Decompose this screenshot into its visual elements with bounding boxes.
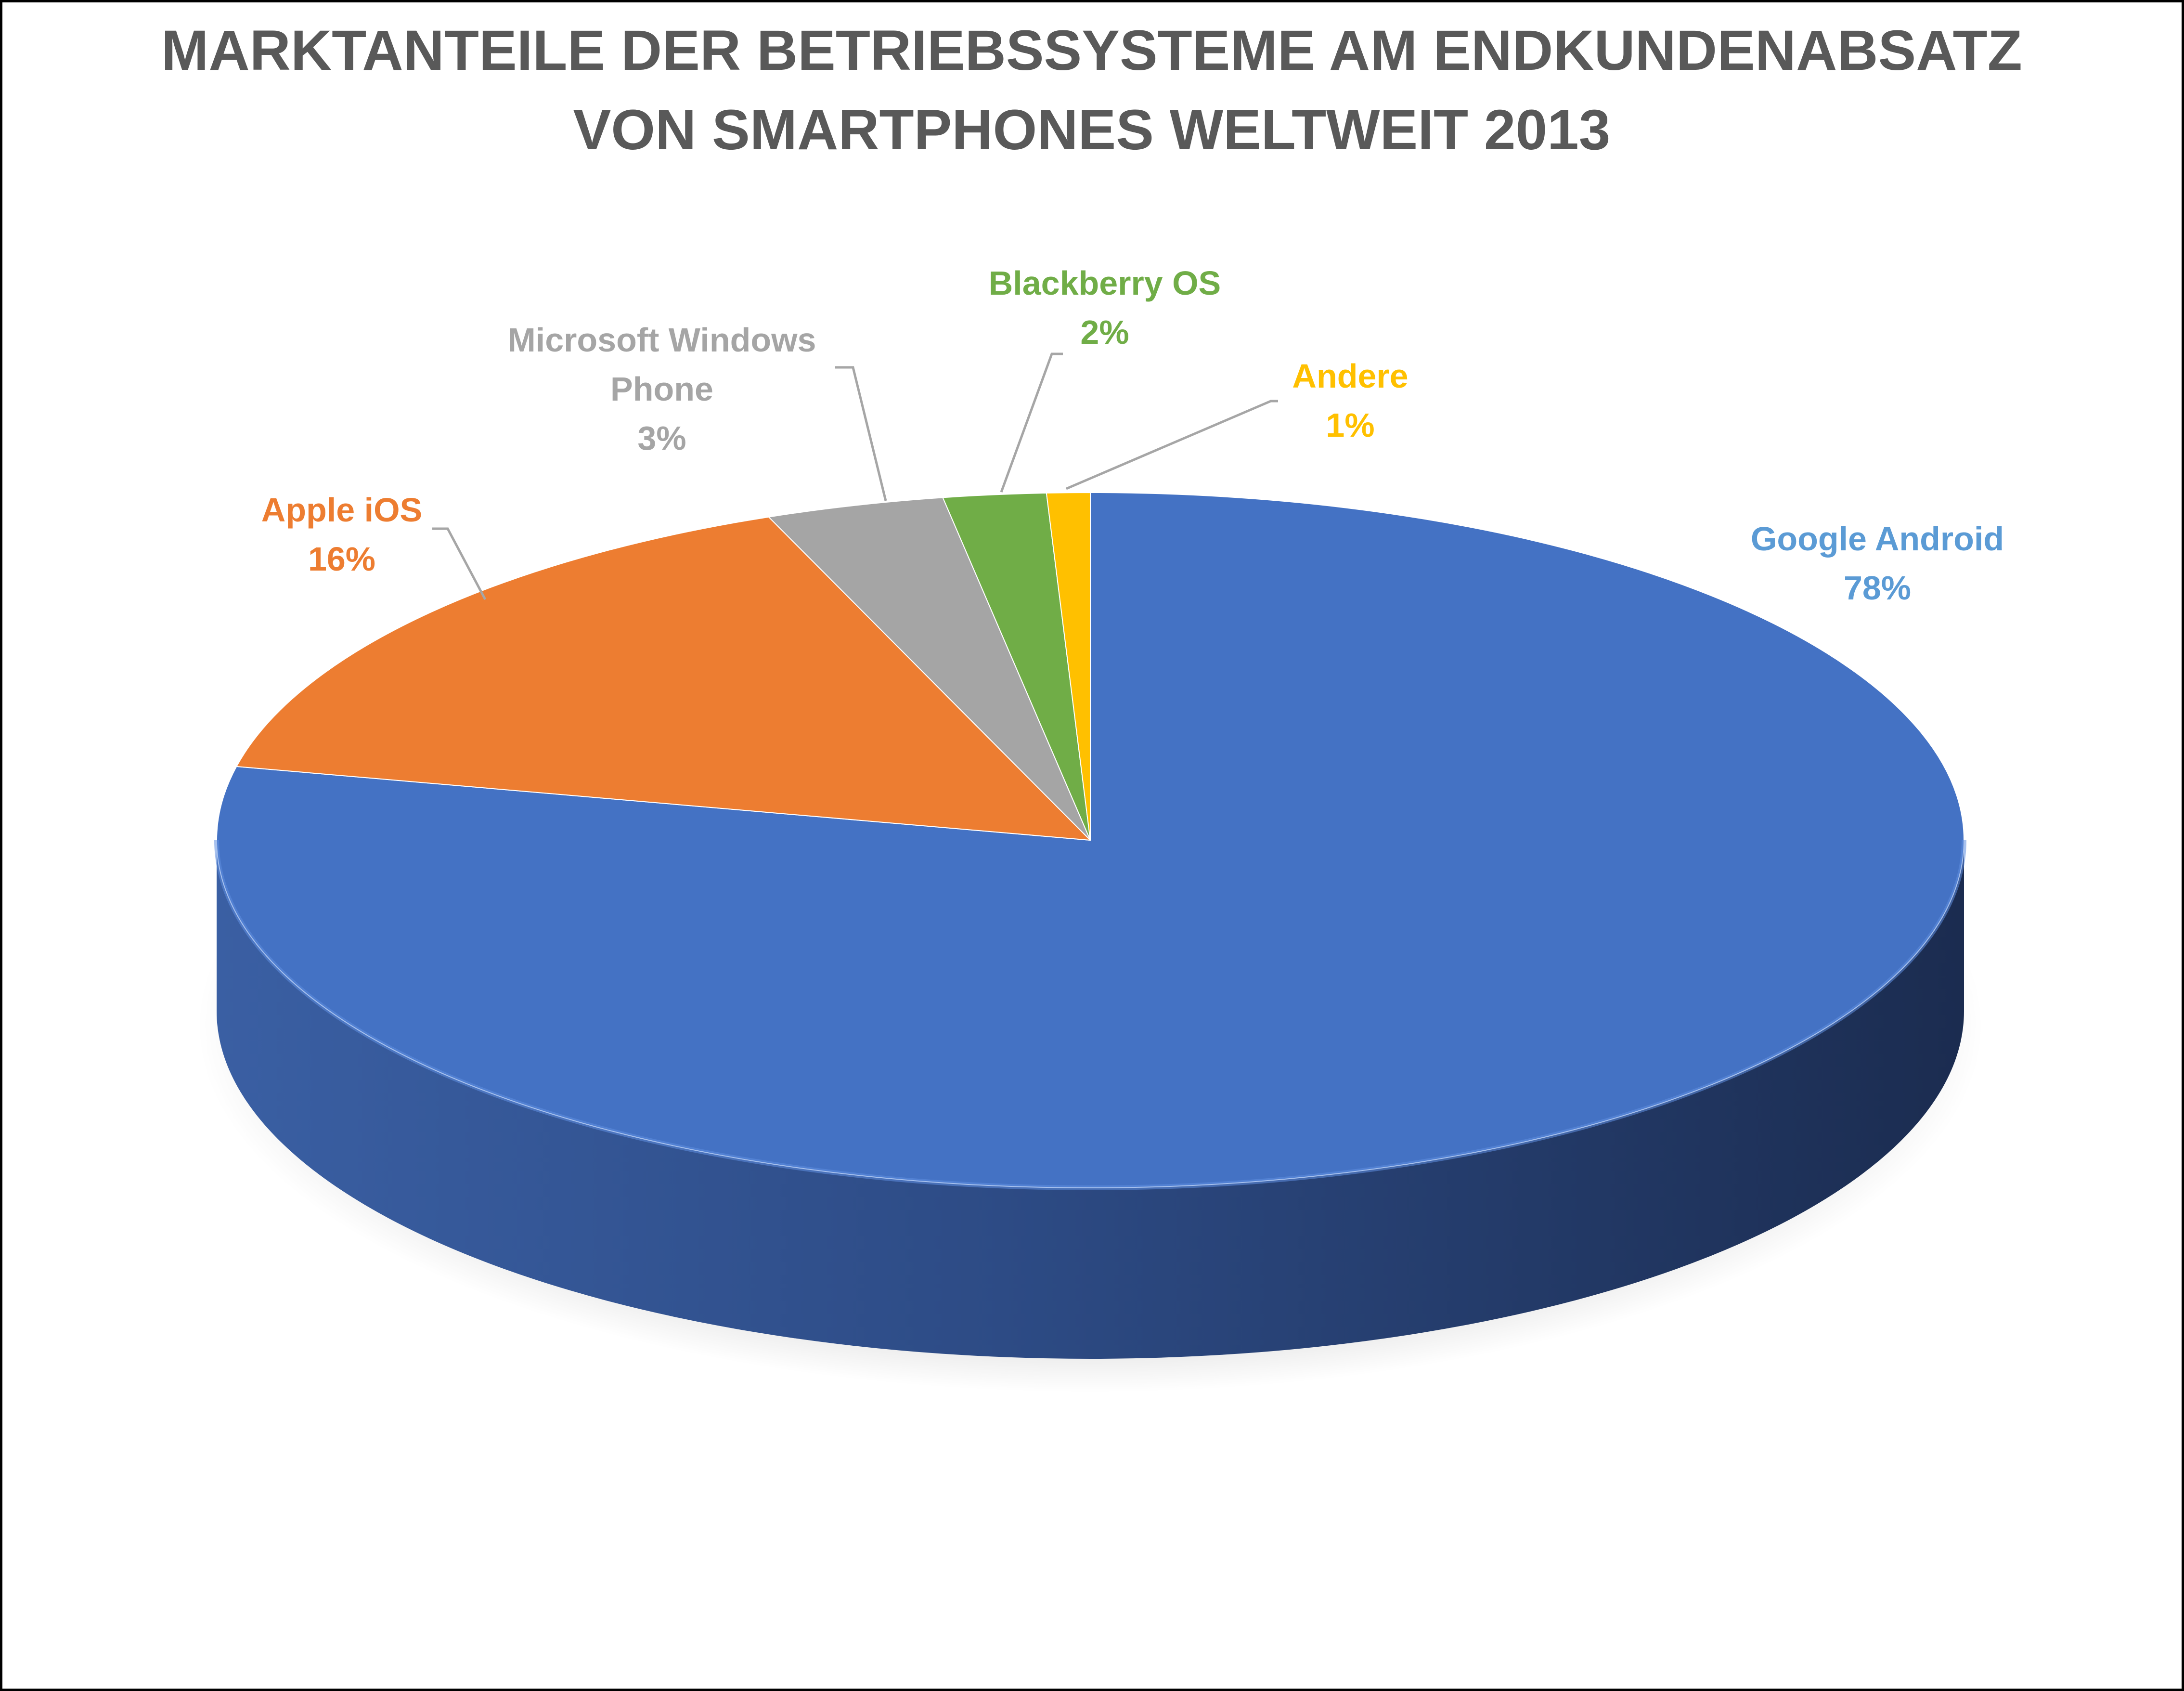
leader-lines xyxy=(432,352,1278,600)
chart-title: MARKTANTEILE DER BETRIEBSSYSTEME AM ENDK… xyxy=(161,19,2022,162)
data-label-line: Apple iOS xyxy=(261,491,422,529)
chart-title-line-2: VON SMARTPHONES WELTWEIT 2013 xyxy=(573,98,1611,162)
data-label-line: Microsoft Windows xyxy=(507,321,816,359)
data-label-line: Andere xyxy=(1292,357,1408,395)
pie-side-wall xyxy=(217,840,1964,1359)
chart-title-line-1: MARKTANTEILE DER BETRIEBSSYSTEME AM ENDK… xyxy=(161,19,2022,82)
data-label-line: 2% xyxy=(1080,313,1129,351)
data-label-line: Google Android xyxy=(1751,520,2004,558)
data-label-blackberry-os: Blackberry OS 2% xyxy=(989,264,1221,351)
slice-apple-ios xyxy=(236,516,1091,841)
data-label-andere: Andere 1% xyxy=(1292,357,1408,444)
data-label-line: 3% xyxy=(637,419,686,457)
leader-line-microsoft-windows-phone xyxy=(835,366,887,501)
data-label-line: Blackberry OS xyxy=(989,264,1221,302)
leader-line-apple-ios xyxy=(432,527,487,600)
data-label-google-android: Google Android 78% xyxy=(1751,520,2004,607)
data-label-line: 1% xyxy=(1326,406,1374,444)
slice-andere xyxy=(1046,492,1091,841)
leader-line-blackberry-os xyxy=(1000,352,1063,493)
data-label-line: 16% xyxy=(308,540,375,578)
data-labels: Google Android 78% Apple iOS 16% Microsoft W… xyxy=(261,264,2004,607)
leader-line-andere xyxy=(1066,400,1278,490)
pie-slices xyxy=(214,492,1966,1190)
data-label-line: 78% xyxy=(1844,569,1911,607)
slice-microsoft-windows-phone xyxy=(768,497,1091,841)
data-label-microsoft-windows-phone: Microsoft Windows Phone 3% xyxy=(507,321,816,457)
pie-rim-highlight xyxy=(214,840,1966,1190)
data-label-apple-ios: Apple iOS 16% xyxy=(261,491,422,578)
data-label-line: Phone xyxy=(610,370,713,408)
